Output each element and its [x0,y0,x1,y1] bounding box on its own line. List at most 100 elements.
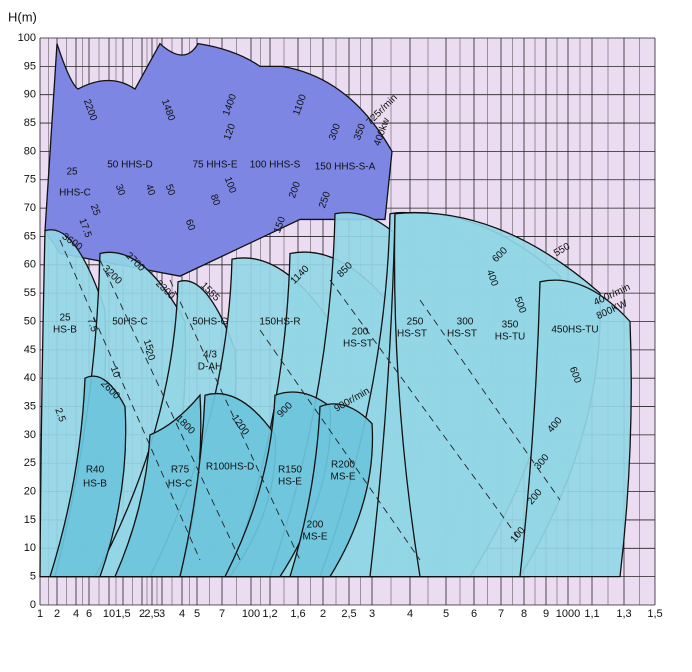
annotation: HS-E [278,477,302,488]
y-tick-label: 40 [24,372,36,384]
annotation: 50HS-C [112,317,148,328]
y-tick-label: 45 [24,344,36,356]
annotation: 25 [59,313,71,324]
x-tick-label: 2,5 [341,608,356,620]
y-tick-label: 100 [18,32,36,44]
x-tick-label: 3 [369,608,375,620]
annotation: 15 [141,338,155,353]
annotation: 300 [457,317,474,328]
annotation: 50HS-C [192,317,228,328]
x-tick-label: 6 [86,608,92,620]
x-tick-label: 1,1 [584,608,599,620]
y-tick-label: 60 [24,259,36,271]
x-tick-label: 4 [179,608,185,620]
annotation: 100 HHS-S [250,160,301,171]
annotation: 20 [143,348,157,363]
annotation: 7.5 [84,317,99,334]
annotation: 30 [113,183,127,198]
annotation: 75 HHS-E [192,160,237,171]
y-tick-label: 70 [24,202,36,214]
y-tick-label: 95 [24,60,36,72]
x-tick-label: 1 [37,608,43,620]
x-tick-label: 100 [242,608,260,620]
y-tick-label: 50 [24,315,36,327]
y-tick-label: 75 [24,174,36,186]
x-tick-label: 1000 [556,608,580,620]
x-tick-label: 10 [103,608,115,620]
annotation: D-AH [198,362,222,373]
y-tick-label: 25 [24,457,36,469]
x-tick-label: 4 [73,608,79,620]
y-tick-label: 85 [24,117,36,129]
y-tick-label: 0 [30,599,36,611]
annotation: R150 [278,465,302,476]
annotation: HS-ST [447,329,477,340]
x-tick-label: 8 [521,608,527,620]
x-tick-label: 3 [159,608,165,620]
y-tick-label: 90 [24,89,36,101]
y-tick-label: 65 [24,230,36,242]
annotation: 4/3 [203,350,217,361]
annotation: HS-B [83,479,107,490]
annotation: HS-ST [397,329,427,340]
axis-title: H(m) [8,9,37,24]
x-tick-label: 9 [543,608,549,620]
annotation: 50 [163,183,177,198]
power-line [59,239,201,561]
power-line [169,279,301,561]
x-tick-label: 1,5 [647,608,662,620]
pump-region [519,279,632,578]
y-tick-label: 15 [24,514,36,526]
annotation: HS-ST [343,339,373,350]
x-tick-label: 7 [219,608,225,620]
annotation: 150HS-R [259,317,300,328]
annotation: 350 [502,320,519,331]
x-tick-label: 6 [471,608,477,620]
x-tick-label: 2,5 [144,608,159,620]
annotation: 25 [66,167,78,178]
y-tick-label: 5 [30,571,36,583]
x-tick-label: 1,3 [616,608,631,620]
annotation: 10 [108,365,122,380]
pump-region [289,403,374,578]
x-tick-label: 7 [498,608,504,620]
power-line [419,299,561,501]
pump-region [44,42,393,277]
y-tick-label: 20 [24,486,36,498]
x-tick-label: 4 [407,608,413,620]
y-tick-label: 10 [24,542,36,554]
power-line [259,329,421,561]
annotation: HS-C [168,479,192,490]
annotation: 450HS-TU [551,325,598,336]
pump-region [49,375,127,578]
annotation: R200 [331,460,355,471]
x-tick-label: 2 [139,608,145,620]
annotation: R40 [86,465,105,476]
x-tick-label: 2 [320,608,326,620]
annotation: 150 HHS-S-A [315,162,376,173]
x-tick-label: 1,5 [115,608,130,620]
annotation: 25 [88,203,102,218]
y-tick-label: 30 [24,429,36,441]
annotation: MS-E [303,532,328,543]
annotation: 250 [407,317,424,328]
annotation: 200 [352,327,369,338]
annotation: HHS-C [59,188,91,199]
annotation: MS-E [331,472,356,483]
annotation: 200 [307,520,324,531]
annotation: R100HS-D [206,462,254,473]
annotation: 60 [183,218,197,233]
annotation: HS-B [53,325,77,336]
power-line [329,279,521,541]
y-tick-label: 35 [24,400,36,412]
x-tick-label: 1,2 [262,608,277,620]
annotation: 2.5 [52,407,67,424]
x-tick-label: 5 [194,608,200,620]
x-tick-label: 2 [54,608,60,620]
x-tick-label: 1,6 [290,608,305,620]
y-tick-label: 55 [24,287,36,299]
annotation: R75 [171,465,190,476]
annotation: 50 HHS-D [107,160,153,171]
annotation: HS-TU [495,332,526,343]
